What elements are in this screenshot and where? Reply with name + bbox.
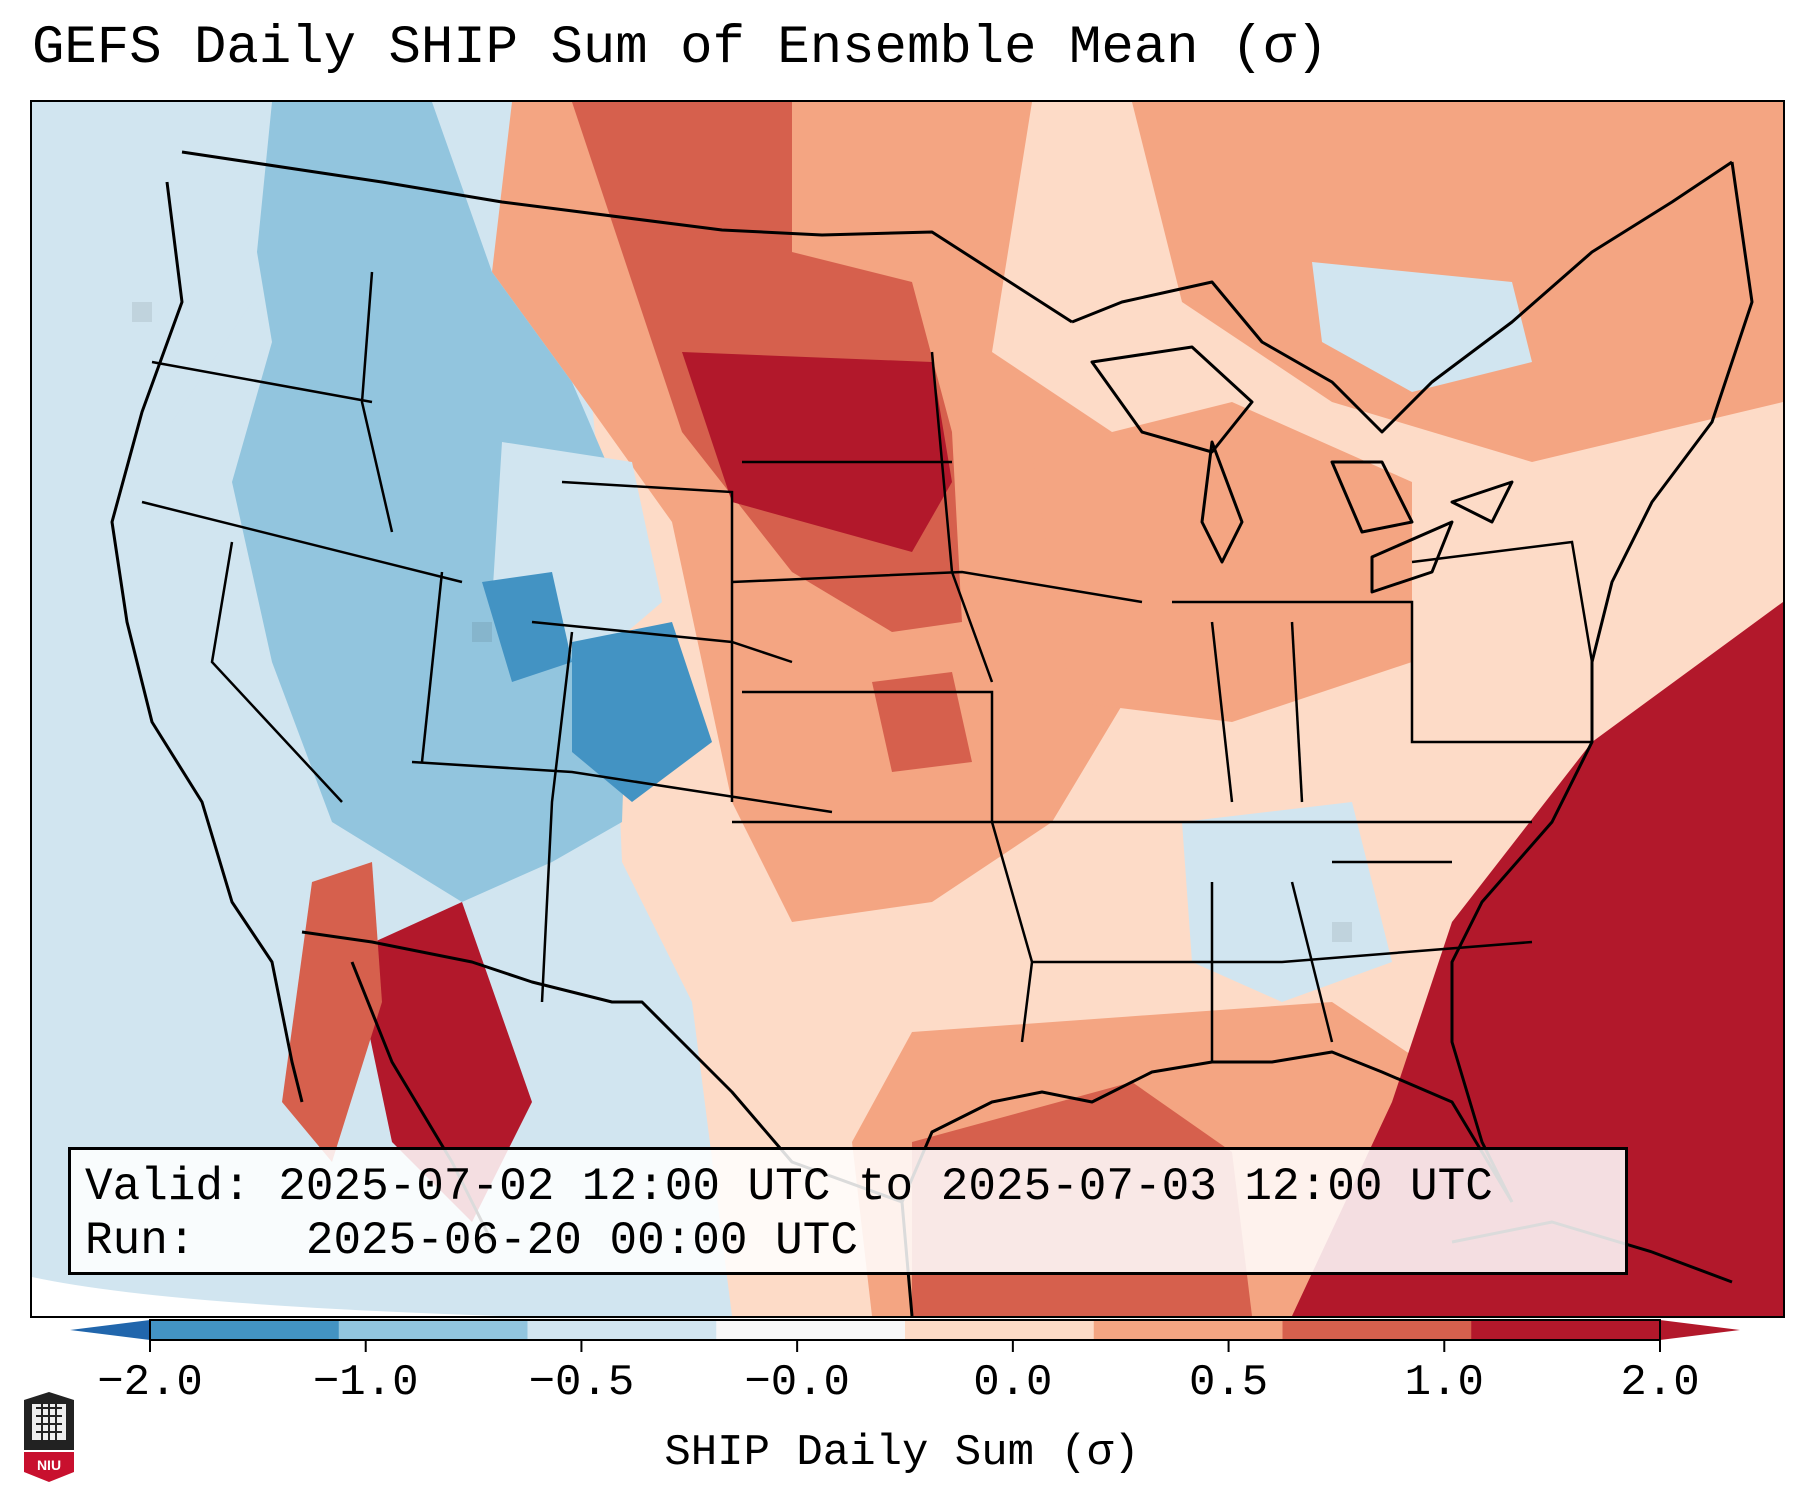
colorbar-tick-label: 2.0 bbox=[1620, 1358, 1700, 1408]
border-wa-or bbox=[151, 360, 373, 404]
colorbar-segment bbox=[905, 1320, 1095, 1340]
lake-michigan bbox=[1200, 440, 1244, 564]
field-darkest-red-baja bbox=[352, 902, 532, 1222]
colorbar-frame bbox=[149, 1319, 1661, 1341]
run-value: 2025-06-20 00:00 UTC bbox=[305, 1215, 858, 1267]
border-pa bbox=[1411, 540, 1594, 663]
field-dark-red-kansas bbox=[872, 672, 972, 772]
field-pale-blue-coast bbox=[112, 102, 272, 622]
colorbar-segment bbox=[716, 1320, 906, 1340]
map-panel[interactable] bbox=[30, 100, 1785, 1318]
border-co-north bbox=[531, 620, 793, 664]
border-ne-north bbox=[731, 570, 1143, 604]
field-blue-utah bbox=[482, 572, 572, 682]
grid-texture bbox=[132, 302, 1352, 942]
colorbar-segment bbox=[150, 1320, 340, 1340]
colorbar-tick-label: 0.5 bbox=[1188, 1358, 1269, 1408]
colorbar-tick-label: 0.0 bbox=[973, 1358, 1053, 1408]
border-az-ut-co-nm bbox=[411, 760, 833, 814]
colorbar bbox=[70, 1319, 1740, 1352]
niu-logo-text: NIU bbox=[37, 1457, 61, 1473]
colorbar-segment bbox=[338, 1320, 528, 1340]
field-blue-colorado bbox=[572, 622, 712, 802]
colorbar-segment bbox=[1471, 1320, 1661, 1340]
lake-ontario bbox=[1450, 480, 1514, 524]
border-il-in bbox=[1210, 621, 1234, 803]
field-pale-blue-southeast bbox=[1182, 802, 1392, 1002]
out-of-domain-area bbox=[32, 1277, 1783, 1316]
run-label: Run: bbox=[85, 1215, 196, 1267]
field-light-blue-west bbox=[232, 102, 632, 902]
ship-field-map bbox=[32, 102, 1783, 1316]
border-id-west bbox=[360, 271, 394, 533]
colorbar-under-arrow bbox=[70, 1320, 150, 1340]
border-ar-ms-al bbox=[1032, 940, 1533, 964]
border-il-in-oh bbox=[1172, 600, 1592, 744]
colorbar-tick-label: −0.5 bbox=[528, 1358, 635, 1408]
us-canada-border-east bbox=[1071, 160, 1733, 434]
border-wy bbox=[561, 480, 734, 662]
border-or-ca-nv bbox=[141, 500, 463, 584]
colorbar-over-arrow bbox=[1660, 1320, 1740, 1340]
colorbar-segments bbox=[150, 1320, 1661, 1340]
colorbar-segment bbox=[1282, 1320, 1472, 1340]
colorbar-ticks bbox=[149, 1340, 1661, 1352]
border-ks bbox=[742, 690, 994, 822]
colorbar-tick-label: −2.0 bbox=[97, 1358, 203, 1408]
field-dark-red-pacific bbox=[282, 862, 382, 1162]
lake-erie bbox=[1370, 520, 1454, 594]
valid-row: Valid: 2025-07-02 12:00 UTC to 2025-07-0… bbox=[85, 1160, 1611, 1214]
map-title: GEFS Daily SHIP Sum of Ensemble Mean (σ) bbox=[32, 18, 1329, 79]
colorbar-tick-label: −0.0 bbox=[744, 1358, 850, 1408]
colorbar-tick-label: 1.0 bbox=[1404, 1358, 1484, 1408]
run-row: Run: 2025-06-20 00:00 UTC bbox=[85, 1214, 1611, 1268]
coastlines-and-borders bbox=[110, 150, 1754, 1316]
field-darkest-red-south-dakota bbox=[682, 352, 952, 552]
colorbar-label: SHIP Daily Sum (σ) bbox=[664, 1428, 1140, 1478]
us-canada-border-west bbox=[181, 150, 1073, 324]
border-nv-ut bbox=[420, 571, 444, 763]
colorbar-segment bbox=[1093, 1320, 1283, 1340]
border-ca-nv bbox=[210, 541, 343, 803]
state-boundaries bbox=[141, 271, 1594, 1062]
colorbar-segment bbox=[527, 1320, 717, 1340]
colorbar-tick-label: −1.0 bbox=[312, 1358, 419, 1408]
gulf-coastline bbox=[900, 1050, 1514, 1316]
lake-huron bbox=[1330, 460, 1414, 534]
field-darkest-red-atlantic bbox=[1292, 602, 1783, 1316]
border-ut-co bbox=[540, 631, 574, 1003]
field-pale-blue-quebec bbox=[1312, 262, 1532, 392]
border-in-oh bbox=[1290, 621, 1304, 803]
border-al-ga bbox=[1290, 881, 1334, 1043]
valid-run-info-box: Valid: 2025-07-02 12:00 UTC to 2025-07-0… bbox=[68, 1147, 1628, 1275]
lake-superior bbox=[1090, 345, 1254, 454]
valid-label: Valid: bbox=[85, 1161, 251, 1213]
border-mn-ia bbox=[930, 351, 994, 683]
us-mexico-border bbox=[301, 930, 903, 1204]
pacific-coastline bbox=[110, 181, 304, 1103]
valid-value: 2025-07-02 12:00 UTC to 2025-07-03 12:00… bbox=[278, 1161, 1493, 1213]
niu-logo: NIU bbox=[24, 1392, 74, 1482]
